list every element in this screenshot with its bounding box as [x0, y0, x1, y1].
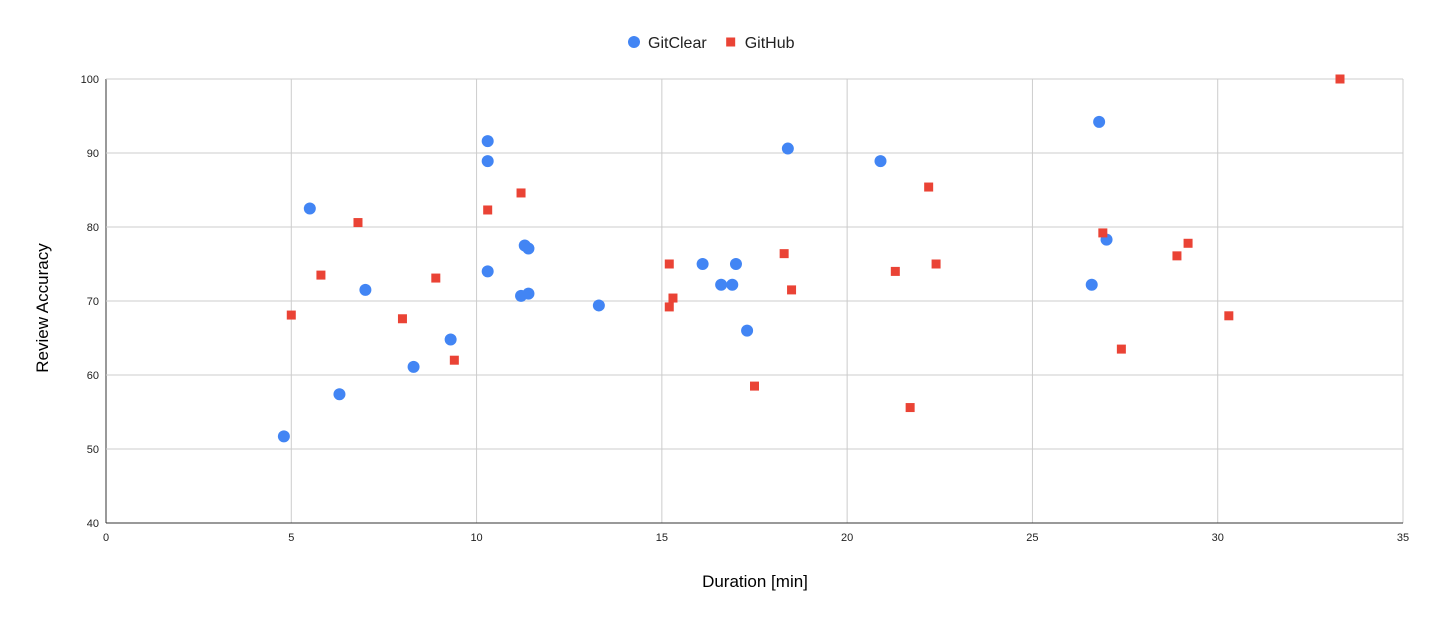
point-github: [516, 188, 526, 198]
point-github: [905, 403, 915, 413]
point-gitclear: [481, 265, 494, 278]
y-axis-ticks: 40 50 60 70 80 90 100: [81, 74, 99, 530]
point-gitclear: [1093, 115, 1106, 128]
point-gitclear: [481, 135, 494, 148]
x-tick-label: 0: [103, 532, 109, 544]
y-tick-label: 70: [87, 296, 99, 308]
point-gitclear: [715, 278, 728, 291]
point-github: [397, 314, 407, 324]
data-points: [277, 74, 1345, 443]
point-github: [924, 182, 934, 192]
y-tick-label: 90: [87, 148, 99, 160]
point-gitclear: [407, 360, 420, 373]
point-gitclear: [592, 299, 605, 312]
point-github: [431, 273, 441, 283]
point-gitclear: [522, 287, 535, 300]
point-gitclear: [741, 324, 754, 337]
point-github: [1335, 74, 1345, 84]
point-github: [1183, 238, 1193, 248]
legend-label-github: GitHub: [745, 35, 795, 52]
point-gitclear: [781, 142, 794, 155]
point-gitclear: [359, 283, 372, 296]
x-axis-ticks: 0 5 10 15 20 25 30 35: [103, 532, 1409, 544]
point-github: [353, 218, 363, 228]
point-github: [483, 205, 493, 215]
point-gitclear: [726, 278, 739, 291]
legend: GitClear GitHub: [628, 35, 795, 52]
point-gitclear: [1085, 278, 1098, 291]
y-axis-title: Review Accuracy: [33, 243, 52, 373]
x-tick-label: 25: [1026, 532, 1038, 544]
x-tick-label: 20: [841, 532, 853, 544]
point-gitclear: [277, 430, 290, 443]
point-github: [1116, 344, 1126, 354]
x-tick-label: 5: [288, 532, 294, 544]
y-tick-label: 100: [81, 74, 99, 86]
grid-lines: [105, 78, 1404, 524]
y-tick-label: 60: [87, 370, 99, 382]
point-github: [890, 266, 900, 276]
point-gitclear: [522, 242, 535, 255]
point-gitclear: [729, 258, 742, 270]
point-gitclear: [481, 155, 494, 168]
legend-marker-gitclear: [628, 36, 640, 48]
point-github: [664, 302, 674, 312]
x-tick-label: 30: [1212, 532, 1224, 544]
x-tick-label: 35: [1397, 532, 1409, 544]
y-tick-label: 50: [87, 444, 99, 456]
point-github: [1224, 311, 1234, 321]
legend-label-gitclear: GitClear: [648, 35, 707, 52]
x-axis-title: Duration [min]: [702, 572, 808, 591]
x-tick-label: 10: [470, 532, 482, 544]
point-github: [931, 259, 941, 269]
point-github: [779, 249, 789, 259]
y-tick-label: 80: [87, 222, 99, 234]
point-github: [316, 270, 326, 280]
point-gitclear: [303, 202, 316, 215]
point-gitclear: [333, 388, 346, 401]
legend-marker-github: [726, 37, 736, 47]
point-github: [787, 285, 797, 295]
point-gitclear: [696, 258, 709, 270]
point-github: [750, 381, 759, 391]
point-github: [286, 310, 296, 320]
point-github: [449, 355, 459, 365]
point-github: [1172, 251, 1182, 261]
point-github: [668, 293, 678, 303]
point-gitclear: [444, 333, 457, 346]
point-github: [664, 259, 674, 269]
point-github: [1098, 228, 1108, 238]
x-tick-label: 15: [656, 532, 668, 544]
y-tick-label: 40: [87, 518, 99, 530]
point-gitclear: [874, 155, 887, 168]
